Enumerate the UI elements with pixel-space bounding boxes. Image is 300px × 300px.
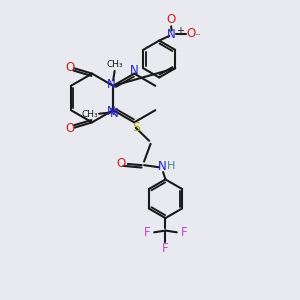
Text: N: N (130, 64, 139, 77)
Text: F: F (162, 242, 169, 256)
Text: S: S (132, 121, 140, 134)
Text: O: O (187, 27, 196, 40)
Text: O: O (65, 122, 74, 135)
Text: N: N (107, 105, 116, 118)
Text: O: O (167, 13, 176, 26)
Text: N: N (158, 160, 167, 172)
Text: F: F (181, 226, 187, 239)
Text: H: H (167, 161, 175, 171)
Text: CH₃: CH₃ (106, 60, 123, 69)
Text: +: + (176, 26, 184, 35)
Text: N: N (110, 106, 119, 120)
Text: O: O (65, 61, 74, 74)
Text: O: O (116, 157, 125, 169)
Text: N: N (107, 78, 116, 91)
Text: ⁻: ⁻ (194, 33, 200, 43)
Text: N: N (167, 28, 176, 40)
Text: F: F (144, 226, 150, 239)
Text: CH₃: CH₃ (81, 110, 98, 119)
